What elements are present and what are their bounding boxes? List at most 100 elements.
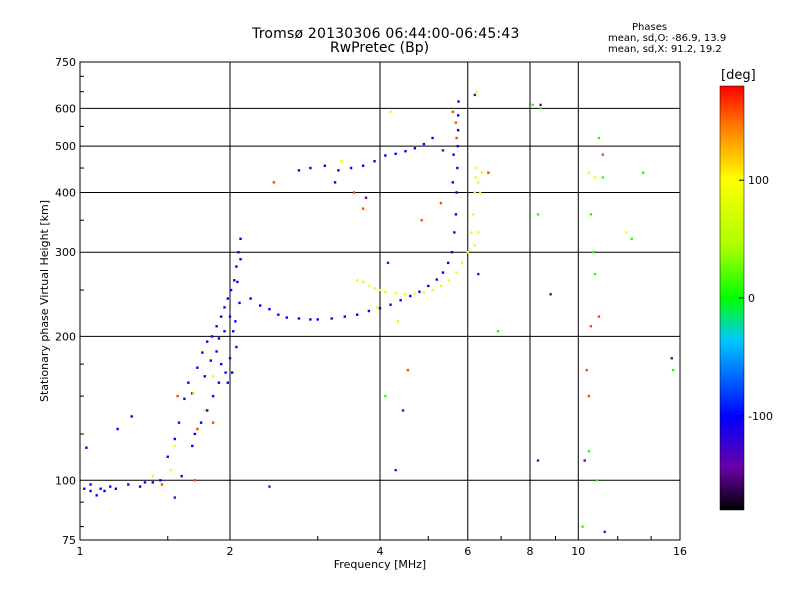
data-point — [473, 244, 477, 247]
data-point — [192, 392, 195, 395]
data-point — [473, 93, 477, 97]
data-point — [378, 307, 382, 310]
data-point — [591, 251, 595, 254]
data-point — [199, 421, 203, 424]
data-point — [127, 483, 130, 486]
data-point — [235, 265, 238, 268]
data-point — [323, 164, 327, 167]
data-point — [191, 392, 194, 395]
data-point — [203, 409, 206, 412]
data-point — [496, 330, 500, 333]
data-point — [114, 487, 118, 490]
data-point — [420, 219, 423, 222]
plot-frame — [79, 61, 681, 541]
data-point — [474, 176, 477, 179]
phases-x-stats: mean, sd,X: 91.2, 19.2 — [608, 44, 722, 55]
data-point — [394, 292, 397, 295]
data-point — [539, 107, 542, 110]
data-point — [439, 284, 443, 288]
data-point — [367, 284, 371, 288]
y-tick-label: 100 — [55, 474, 76, 487]
data-point — [211, 421, 215, 424]
data-point — [670, 357, 673, 360]
data-point — [475, 90, 478, 93]
data-point — [211, 375, 215, 378]
data-point — [439, 201, 443, 205]
x-tick-label: 6 — [464, 545, 471, 558]
data-point — [373, 287, 376, 290]
data-point — [159, 479, 162, 482]
data-point — [89, 489, 92, 493]
data-point — [593, 176, 597, 179]
data-point — [176, 394, 179, 398]
y-axis-ticks: 75 100 200 300 400 500 600 750 — [55, 56, 84, 547]
y-tick-label: 750 — [55, 56, 76, 69]
data-point — [285, 316, 288, 319]
data-point — [103, 489, 106, 493]
data-point — [473, 191, 477, 194]
data-point — [234, 320, 237, 323]
data-point — [239, 258, 242, 261]
data-point — [330, 317, 333, 320]
data-point — [625, 231, 628, 234]
data-point — [539, 103, 542, 107]
data-point — [451, 181, 455, 184]
x-tick-label: 8 — [527, 545, 534, 558]
data-point — [585, 368, 588, 372]
x-tick-label: 16 — [673, 545, 687, 558]
data-point — [480, 171, 483, 174]
data-point — [406, 368, 410, 372]
data-point — [196, 427, 199, 431]
data-point — [196, 366, 199, 369]
x-tick-label: 2 — [227, 545, 234, 558]
data-point — [209, 359, 212, 362]
data-point — [259, 304, 262, 307]
data-point — [226, 381, 230, 384]
data-point — [340, 160, 343, 163]
data-point — [378, 288, 382, 292]
chart-title: Tromsø 20130306 06:44:00-06:45:43 — [252, 26, 520, 42]
data-point — [173, 444, 177, 448]
data-point — [224, 371, 227, 374]
data-point — [85, 446, 88, 449]
data-point — [455, 136, 458, 140]
data-point — [228, 315, 232, 318]
data-point — [456, 144, 459, 148]
data-point — [223, 330, 226, 333]
data-point — [593, 272, 597, 276]
data-point — [587, 450, 591, 453]
data-point — [446, 261, 450, 265]
phases-title: Phases — [632, 22, 668, 33]
chart-subtitle: RwPretec (Bp) — [330, 40, 430, 56]
data-point — [215, 325, 218, 328]
data-point — [268, 485, 271, 488]
data-point — [364, 196, 368, 199]
y-tick-label: 400 — [55, 186, 76, 199]
data-point — [232, 330, 235, 333]
data-point — [404, 293, 407, 296]
data-point — [343, 315, 347, 318]
data-point — [215, 350, 218, 353]
data-point — [642, 171, 645, 174]
data-point — [272, 181, 276, 184]
data-point — [454, 213, 458, 216]
data-point — [452, 153, 455, 156]
data-point — [236, 280, 239, 284]
data-point — [531, 103, 534, 107]
y-tick-label: 600 — [55, 102, 76, 115]
x-tick-label: 10 — [571, 545, 585, 558]
data-point — [169, 468, 172, 472]
data-point — [337, 169, 340, 172]
data-point — [173, 437, 177, 441]
y-tick-label: 75 — [62, 534, 76, 547]
data-point — [581, 525, 584, 528]
data-point — [99, 487, 102, 490]
data-point — [349, 166, 353, 170]
data-point — [191, 444, 194, 448]
data-point — [451, 110, 455, 114]
data-point — [455, 191, 458, 194]
data-point — [589, 213, 593, 216]
data-point — [477, 181, 480, 184]
data-point — [478, 191, 482, 194]
data-point — [151, 474, 155, 478]
